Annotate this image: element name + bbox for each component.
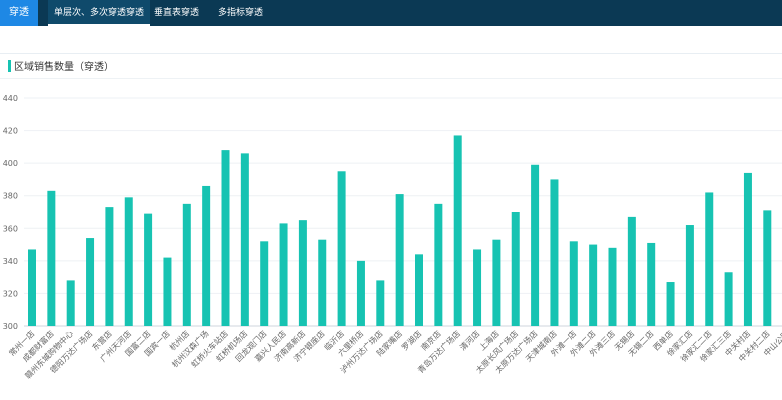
bar[interactable] — [376, 280, 385, 326]
top-nav-bar: 穿透 单层次、多次穿透穿透 垂直表穿透 多指标穿透 — [0, 0, 782, 26]
bar[interactable] — [453, 135, 462, 326]
bar[interactable] — [685, 225, 694, 326]
y-tick-label: 380 — [3, 192, 18, 201]
y-tick-label: 440 — [3, 94, 18, 103]
chart-header: 区域销售数量（穿透） — [0, 53, 782, 79]
bar-chart: 300320340360380400420440常州一店成都财富店赣州东城购物中… — [3, 94, 782, 381]
bar[interactable] — [105, 207, 114, 326]
bar[interactable] — [763, 210, 772, 326]
bar[interactable] — [531, 164, 540, 326]
chart-title: 区域销售数量（穿透） — [14, 62, 114, 73]
bar[interactable] — [182, 203, 191, 326]
bar[interactable] — [473, 249, 482, 326]
bar[interactable] — [298, 220, 307, 326]
bar[interactable] — [395, 194, 404, 326]
bar[interactable] — [260, 241, 269, 326]
y-tick-label: 340 — [3, 257, 18, 266]
bar[interactable] — [66, 280, 75, 326]
bar[interactable] — [202, 185, 211, 326]
bar[interactable] — [356, 260, 365, 326]
bar[interactable] — [492, 239, 501, 326]
bar[interactable] — [705, 192, 714, 326]
bar[interactable] — [666, 282, 675, 326]
bar[interactable] — [647, 242, 656, 326]
bar[interactable] — [86, 238, 95, 326]
bar[interactable] — [337, 171, 346, 326]
bar[interactable] — [28, 249, 36, 326]
y-tick-label: 300 — [3, 322, 18, 331]
x-tick-label: 罗湖店 — [399, 328, 423, 352]
bar[interactable] — [318, 239, 327, 326]
bar[interactable] — [144, 213, 153, 326]
bar[interactable] — [279, 223, 288, 326]
bar[interactable] — [608, 247, 617, 326]
y-tick-label: 360 — [3, 224, 18, 233]
bar[interactable] — [221, 150, 230, 326]
bar[interactable] — [163, 257, 172, 326]
bar[interactable] — [511, 212, 520, 326]
y-tick-label: 320 — [3, 289, 18, 298]
y-tick-label: 400 — [3, 159, 18, 168]
tab-vertical-table-penetration[interactable]: 垂直表穿透 — [154, 8, 200, 18]
tab-single-multi-penetration[interactable]: 单层次、多次穿透穿透 — [48, 0, 151, 26]
bar[interactable] — [550, 179, 559, 326]
title-accent-bar — [8, 60, 11, 72]
bar[interactable] — [743, 172, 752, 326]
y-tick-label: 420 — [3, 127, 18, 136]
bar[interactable] — [434, 203, 443, 326]
bar[interactable] — [724, 272, 733, 326]
x-tick-label: 清河店 — [457, 328, 481, 352]
bar[interactable] — [415, 254, 423, 326]
tab-multi-metric-penetration[interactable]: 多指标穿透 — [218, 8, 264, 18]
bar[interactable] — [627, 216, 636, 326]
bar[interactable] — [589, 244, 598, 326]
bar[interactable] — [47, 190, 56, 326]
bar[interactable] — [569, 241, 578, 326]
tab-penetration[interactable]: 穿透 — [0, 0, 38, 26]
bar[interactable] — [124, 197, 133, 326]
bar[interactable] — [240, 153, 249, 326]
